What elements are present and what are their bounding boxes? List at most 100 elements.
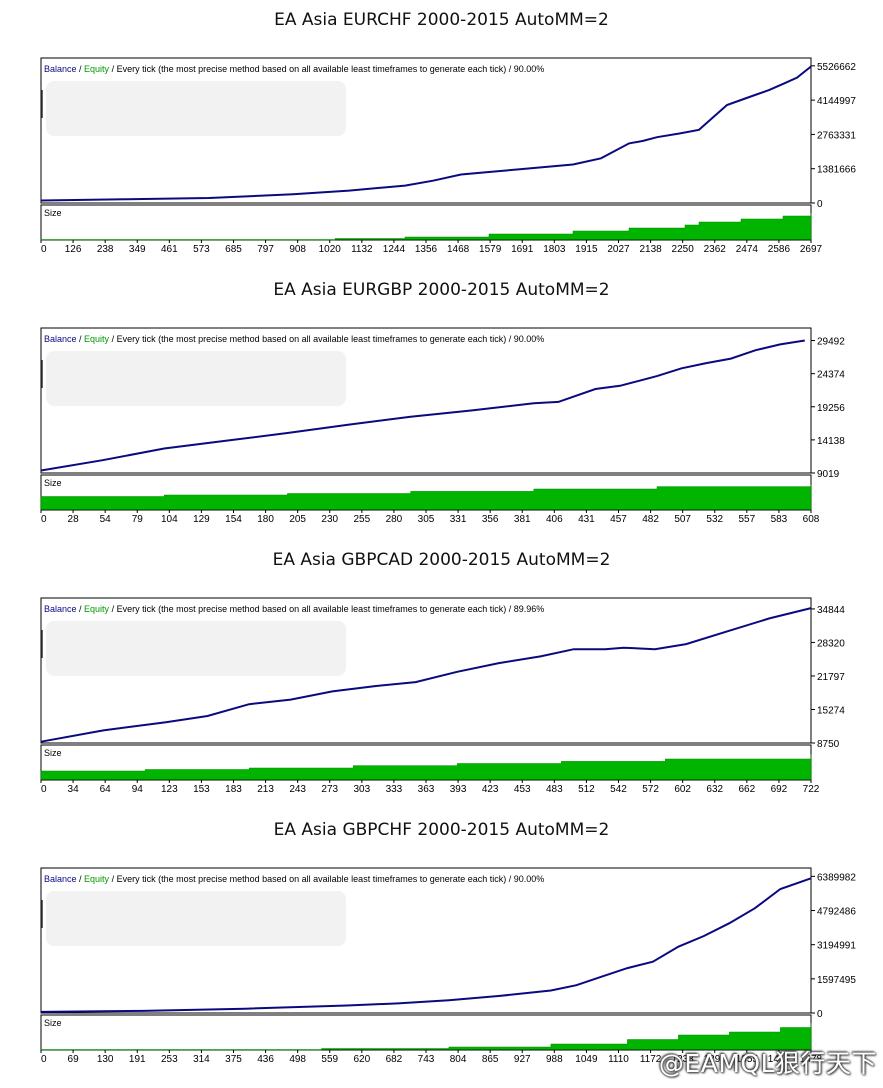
x-tick-label: 1579 (479, 244, 502, 255)
y-tick-label: 1597495 (817, 975, 856, 986)
blurred-overlay (46, 351, 346, 406)
x-tick-label: 1915 (575, 244, 598, 255)
x-tick-label: 722 (803, 784, 820, 795)
y-tick-label: 29492 (817, 337, 845, 348)
x-tick-label: 532 (706, 514, 723, 525)
y-tick-label: 15274 (817, 705, 845, 716)
x-tick-label: 303 (353, 784, 370, 795)
x-tick-label: 243 (289, 784, 306, 795)
x-tick-label: 28 (68, 514, 80, 525)
x-tick-label: 1294 (704, 1054, 727, 1065)
size-area (40, 484, 812, 510)
x-tick-label: 0 (41, 784, 47, 795)
x-tick-label: 804 (450, 1054, 467, 1065)
legend-equity: Equity (84, 64, 110, 74)
x-tick-label: 573 (193, 244, 210, 255)
size-label: Size (44, 478, 62, 488)
x-tick-label: 2250 (672, 244, 695, 255)
x-tick-label: 557 (738, 514, 755, 525)
x-tick-label: 682 (386, 1054, 403, 1065)
x-tick-label: 1244 (383, 244, 406, 255)
x-tick-label: 1468 (447, 244, 470, 255)
x-tick-label: 94 (132, 784, 144, 795)
x-tick-label: 129 (193, 514, 210, 525)
y-tick-label: 2763331 (817, 130, 856, 141)
x-tick-label: 620 (353, 1054, 370, 1065)
x-tick-label: 191 (129, 1054, 146, 1065)
blurred-overlay (46, 621, 346, 676)
balance-series-line (40, 607, 812, 743)
x-tick-label: 123 (161, 784, 178, 795)
x-tick-label: 2138 (639, 244, 662, 255)
x-tick-label: 461 (161, 244, 178, 255)
x-tick-label: 54 (100, 514, 112, 525)
x-tick-label: 927 (514, 1054, 531, 1065)
legend-separator: / (77, 64, 85, 74)
x-tick-label: 1132 (351, 244, 373, 255)
balance-series-line (40, 65, 812, 202)
x-tick-label: 483 (546, 784, 563, 795)
x-tick-label: 865 (482, 1054, 499, 1065)
chart-canvas: Balance / Equity / Every tick (the most … (40, 57, 856, 255)
y-tick-label: 0 (817, 1009, 823, 1020)
x-tick-label: 314 (193, 1054, 210, 1065)
legend-balance: Balance (44, 64, 77, 74)
y-tick-label: 14138 (817, 436, 845, 447)
size-area (40, 1023, 812, 1051)
x-tick-label: 180 (257, 514, 274, 525)
chart-panel: EA Asia EURGBP 2000-2015 AutoMM=2 Balance… (0, 270, 883, 540)
x-tick-label: 104 (161, 514, 178, 525)
legend-separator: / (77, 874, 85, 884)
x-tick-label: 498 (289, 1054, 306, 1065)
size-area (40, 754, 812, 780)
x-tick-label: 1803 (543, 244, 566, 255)
y-tick-label: 4144997 (817, 96, 856, 107)
chart-canvas: Balance / Equity / Every tick (the most … (40, 867, 856, 1065)
watermark-text: @EAMQL狠行天下 (658, 1049, 877, 1078)
x-tick-label: 602 (674, 784, 691, 795)
legend-equity: Equity (84, 874, 110, 884)
x-tick-label: 1110 (608, 1054, 629, 1065)
legend-mode: / Every tick (the most precise method ba… (109, 64, 506, 74)
chart-panel: EA Asia GBPCAD 2000-2015 AutoMM=2 Balance… (0, 540, 883, 810)
legend-mode: / Every tick (the most precise method ba… (109, 334, 506, 344)
x-tick-label: 0 (41, 1054, 47, 1065)
legend-equity: Equity (84, 334, 110, 344)
x-tick-label: 253 (161, 1054, 178, 1065)
x-tick-label: 797 (257, 244, 274, 255)
legend-mode: / Every tick (the most precise method ba… (109, 874, 506, 884)
x-tick-label: 423 (482, 784, 499, 795)
size-label: Size (44, 208, 62, 218)
x-tick-label: 213 (257, 784, 274, 795)
x-tick-label: 34 (68, 784, 80, 795)
legend-mode: / Every tick (the most precise method ba… (109, 604, 506, 614)
x-tick-label: 1691 (511, 244, 534, 255)
x-tick-label: 685 (225, 244, 242, 255)
x-tick-label: 436 (257, 1054, 274, 1065)
size-area (40, 213, 812, 241)
x-tick-label: 662 (738, 784, 755, 795)
x-tick-label: 255 (353, 514, 370, 525)
y-tick-label: 8750 (817, 739, 840, 750)
x-tick-label: 205 (289, 514, 306, 525)
x-tick-label: 1355 (736, 1054, 759, 1065)
x-tick-label: 333 (386, 784, 403, 795)
x-tick-label: 453 (514, 784, 531, 795)
y-tick-label: 0 (817, 199, 823, 210)
x-tick-label: 0 (41, 244, 47, 255)
chart-title: EA Asia EURCHF 2000-2015 AutoMM=2 (274, 10, 609, 30)
x-tick-label: 431 (578, 514, 595, 525)
balance-series-line (40, 339, 805, 472)
x-tick-label: 375 (225, 1054, 242, 1065)
legend-balance: Balance (44, 604, 77, 614)
y-tick-label: 6389982 (817, 872, 856, 883)
x-tick-label: 273 (321, 784, 338, 795)
x-tick-label: 1356 (415, 244, 438, 255)
x-tick-label: 512 (578, 784, 595, 795)
legend-balance: Balance (44, 334, 77, 344)
x-tick-label: 507 (674, 514, 691, 525)
chart-canvas: Balance / Equity / Every tick (the most … (40, 327, 845, 525)
legend-quality: / 90.00% (506, 334, 544, 344)
x-tick-label: 482 (642, 514, 659, 525)
x-tick-label: 632 (706, 784, 723, 795)
